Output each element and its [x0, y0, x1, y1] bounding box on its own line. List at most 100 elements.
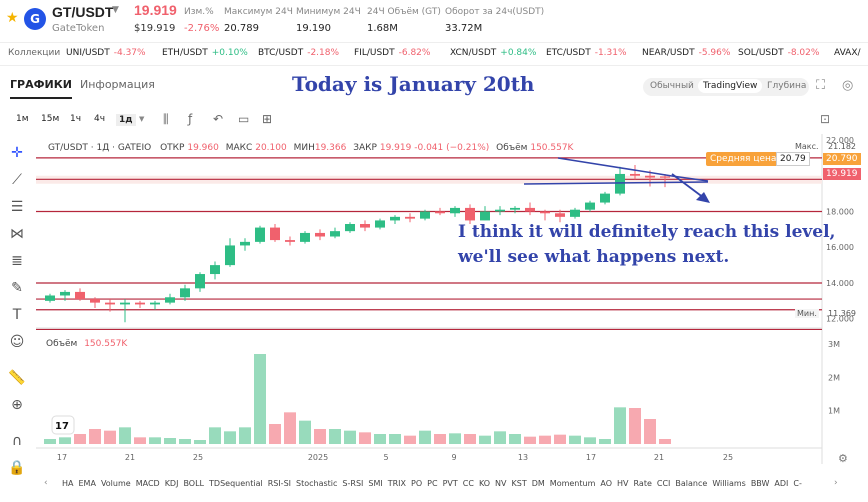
candle-type-icon[interactable]: ⫼	[163, 112, 169, 126]
pattern-icon[interactable]: ⋈	[10, 226, 24, 242]
candle-body	[285, 240, 295, 242]
candle-body	[255, 227, 265, 242]
ticker-change: -2.18%	[307, 48, 340, 58]
ticker-pair: FIL/USDT	[354, 48, 395, 58]
ticker-item[interactable]: SOL/USDT -8.02%	[738, 48, 819, 58]
indicator-s-rsi[interactable]: S-RSI	[342, 479, 364, 488]
emoji-icon[interactable]: ☺	[9, 334, 25, 350]
favorite-star-icon[interactable]: ★	[6, 10, 19, 26]
indicator-trix[interactable]: TRIX	[387, 479, 407, 488]
ticker-item[interactable]: UNI/USDT -4.37%	[66, 48, 146, 58]
ticker-change: +0.84%	[500, 48, 537, 58]
ticker-item[interactable]: ETH/USDT +0.10%	[162, 48, 248, 58]
interval-15m[interactable]: 15м	[41, 114, 60, 124]
ticker-item[interactable]: AVAX/	[834, 48, 865, 58]
ruler-icon[interactable]: 📏	[8, 370, 26, 386]
indicator-volume[interactable]: Volume	[100, 479, 131, 488]
candle-body	[315, 232, 325, 237]
tab-info[interactable]: Информация	[80, 78, 155, 91]
pair-name[interactable]: GT/USDT	[52, 4, 114, 20]
axis-max-label: Макс.	[795, 142, 819, 151]
indicator-macd[interactable]: MACD	[135, 479, 160, 488]
indicator-ema[interactable]: EMA	[78, 479, 96, 488]
token-name: GateToken	[52, 23, 105, 34]
indicator-bar: ‹ HA EMA Volume MACD KDJ BOLL TDSequential RSI-…	[0, 474, 868, 496]
indicator-ao[interactable]: AO	[600, 479, 613, 488]
indicator-balance[interactable]: Balance	[675, 479, 708, 488]
lock-icon[interactable]: 🔒	[8, 460, 26, 476]
brush-icon[interactable]: ✎	[11, 280, 23, 296]
price-chart[interactable]: 22.00020.00018.00016.00014.00012.0003M2M…	[36, 134, 858, 474]
pair-dropdown-icon[interactable]: ▼	[112, 5, 119, 15]
view-mode-depth[interactable]: Глубина	[767, 81, 807, 91]
fib-icon[interactable]: ≣	[11, 253, 23, 269]
ticker-change: -4.37%	[113, 48, 146, 58]
indicator-tdsequential[interactable]: TDSequential	[209, 479, 263, 488]
indicator-rate[interactable]: Rate	[633, 479, 652, 488]
fullscreen-icon[interactable]: ⛶	[816, 78, 826, 93]
zoom-icon[interactable]: ⊕	[11, 397, 23, 413]
indicators-next-icon[interactable]: ›	[834, 478, 838, 488]
indicator-rsi-si[interactable]: RSI-SI	[267, 479, 292, 488]
indicators-icon[interactable]: ƒ	[188, 112, 193, 126]
indicator-bbw[interactable]: BBW	[750, 479, 770, 488]
indicator-adi[interactable]: ADI	[774, 479, 789, 488]
text-icon[interactable]: T	[12, 307, 22, 323]
indicator-kdj[interactable]: KDJ	[164, 479, 179, 488]
screenshot-icon[interactable]: ⊡	[820, 112, 831, 126]
undo-icon[interactable]: ↶	[213, 112, 224, 126]
view-mode-normal[interactable]: Обычный	[650, 81, 694, 91]
settings-icon[interactable]: ◎	[842, 78, 854, 93]
interval-1d[interactable]: 1д	[116, 114, 136, 126]
interval-more-icon[interactable]: ▼	[139, 115, 145, 123]
view-mode-tradingview[interactable]: TradingView	[698, 79, 763, 93]
indicator-po[interactable]: PO	[411, 479, 423, 488]
indicator-stochastic[interactable]: Stochastic	[296, 479, 338, 488]
candle-body	[330, 231, 340, 237]
indicator-cc[interactable]: CC	[462, 479, 474, 488]
indicator-ha[interactable]: HA	[62, 479, 74, 488]
ticker-item[interactable]: NEAR/USDT -5.96%	[642, 48, 730, 58]
magnet-icon[interactable]: ∩	[11, 433, 23, 449]
indicator-pc[interactable]: PC	[427, 479, 438, 488]
indicator-boll[interactable]: BOLL	[183, 479, 205, 488]
indicator-cci[interactable]: CCI	[656, 479, 671, 488]
interval-4h[interactable]: 4ч	[94, 114, 106, 124]
grid-layout-icon[interactable]: ⊞	[262, 112, 273, 126]
indicator-williams[interactable]: Williams	[712, 479, 746, 488]
tab-charts[interactable]: ГРАФИКИ	[10, 78, 72, 99]
ticker-item[interactable]: BTC/USDT -2.18%	[258, 48, 339, 58]
ticker-item[interactable]: ETC/USDT -1.31%	[546, 48, 627, 58]
time-axis-tick: 17	[57, 453, 67, 462]
horizontal-lines-icon[interactable]: ☰	[10, 199, 24, 215]
candle-body	[225, 245, 235, 266]
volume-value: 150.557K	[84, 339, 128, 349]
volume-bar	[659, 439, 671, 444]
interval-1m[interactable]: 1м	[16, 114, 29, 124]
tradingview-logo-text: 17	[55, 421, 69, 432]
indicator-c-rsi[interactable]: C-RSI	[793, 479, 802, 488]
indicator-dm[interactable]: DM	[531, 479, 545, 488]
stat-value-change: -2.76%	[184, 23, 220, 34]
ticker-pair: NEAR/USDT	[642, 48, 695, 58]
crosshair-icon[interactable]: ✛	[11, 145, 23, 161]
layout-icon[interactable]: ▭	[238, 112, 250, 126]
ticker-item[interactable]: XCN/USDT +0.84%	[450, 48, 536, 58]
volume-bar	[584, 437, 596, 444]
trend-line-icon[interactable]: ⟋	[12, 172, 22, 188]
chart-background	[36, 134, 858, 474]
indicator-kst[interactable]: KST	[511, 479, 527, 488]
indicator-nv[interactable]: NV	[495, 479, 507, 488]
indicator-hv[interactable]: HV	[617, 479, 629, 488]
indicator-pvt[interactable]: PVT	[442, 479, 458, 488]
interval-1h[interactable]: 1ч	[70, 114, 82, 124]
ticker-item[interactable]: FIL/USDT -6.82%	[354, 48, 430, 58]
candle-body	[210, 265, 220, 275]
indicator-ko[interactable]: KO	[478, 479, 491, 488]
stat-label-low: Минимум 24Ч	[296, 7, 361, 17]
indicator-momentum[interactable]: Momentum	[549, 479, 596, 488]
last-price-tag: 19.919	[823, 168, 861, 180]
indicators-prev-icon[interactable]: ‹	[44, 478, 48, 488]
indicator-smi[interactable]: SMI	[368, 479, 383, 488]
stat-value-volume: 1.68M	[367, 23, 398, 34]
